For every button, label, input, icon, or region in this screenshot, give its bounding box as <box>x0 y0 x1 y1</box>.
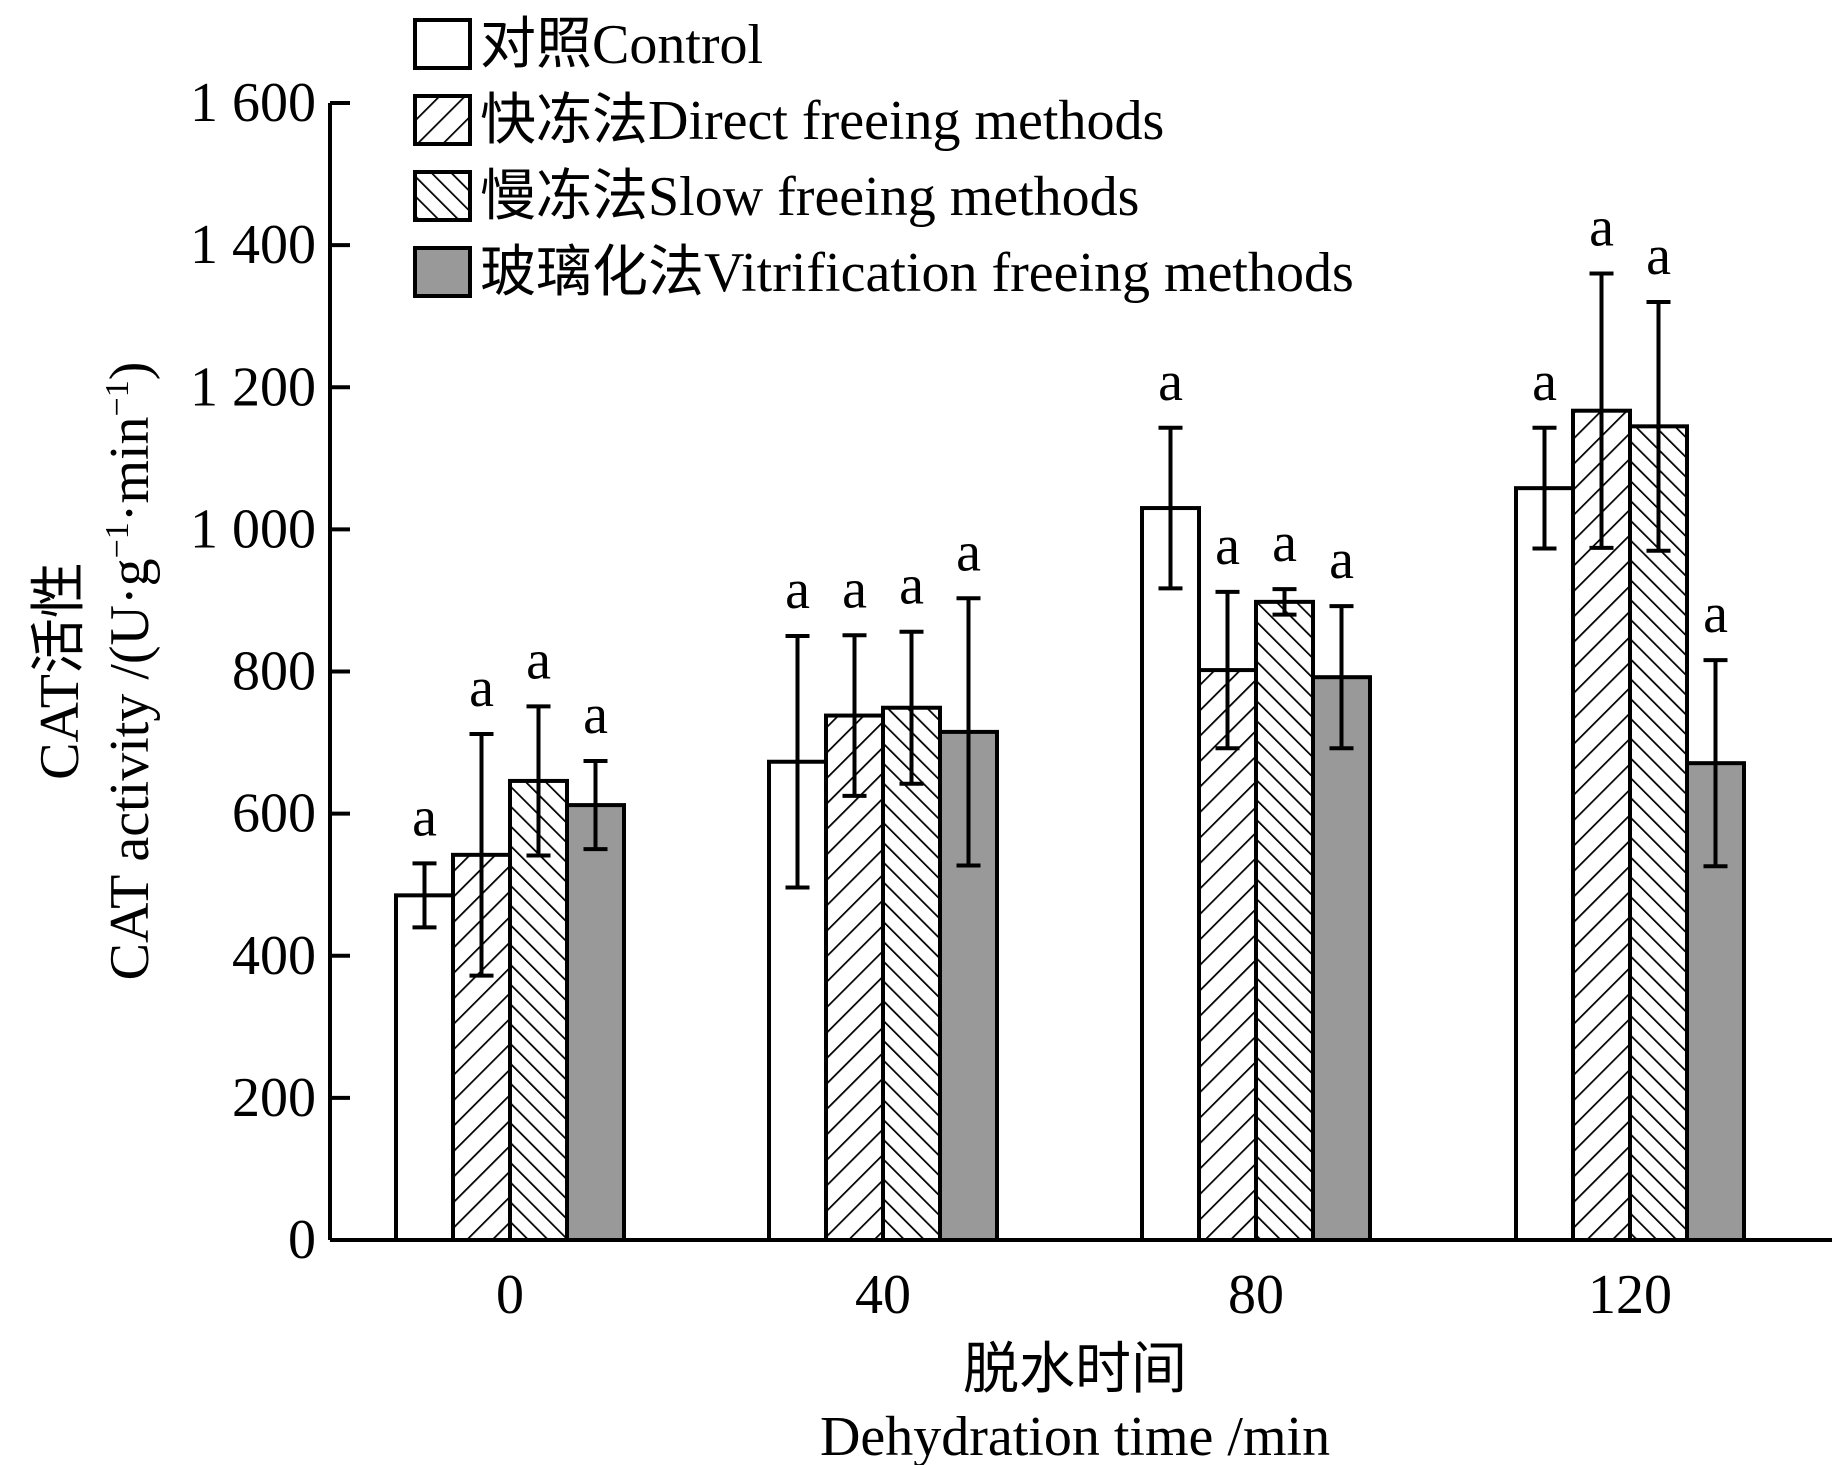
y-tick-label: 1 000 <box>190 498 316 560</box>
significance-label: a <box>412 786 437 848</box>
bar <box>824 713 885 1242</box>
bar <box>1140 506 1201 1242</box>
bar <box>1254 599 1315 1242</box>
significance-label: a <box>526 629 551 691</box>
legend-swatch <box>413 18 472 70</box>
legend-label: 快冻法Direct freeing methods <box>480 90 1164 152</box>
significance-label: a <box>1703 583 1728 645</box>
y-axis-label-cn: CAT活性 <box>29 562 91 780</box>
significance-label: a <box>842 558 867 620</box>
significance-label: a <box>1532 351 1557 413</box>
bar <box>1628 424 1689 1243</box>
x-tick-label: 80 <box>1228 1264 1284 1326</box>
significance-label: a <box>785 559 810 621</box>
y-axis-label-en: CAT activity /(U·g−1·min−1) <box>99 362 161 981</box>
bar <box>394 893 455 1242</box>
legend-label: 对照Control <box>480 14 763 76</box>
significance-label: a <box>1646 225 1671 287</box>
legend-swatch <box>413 170 472 222</box>
bar <box>881 705 942 1242</box>
significance-label: a <box>899 555 924 617</box>
significance-label: a <box>1215 515 1240 577</box>
significance-label: a <box>1272 512 1297 574</box>
significance-label: a <box>1589 197 1614 259</box>
x-axis-label-en: Dehydration time /min <box>820 1406 1330 1465</box>
legend-label: 慢冻法Slow freeing methods <box>480 166 1139 228</box>
y-tick-label: 0 <box>288 1209 316 1271</box>
y-tick-label: 1 200 <box>190 356 316 418</box>
y-tick-label: 1 400 <box>190 214 316 276</box>
significance-label: a <box>469 657 494 719</box>
y-tick-label: 200 <box>232 1067 316 1129</box>
bar <box>565 803 626 1242</box>
significance-label: a <box>583 684 608 746</box>
y-tick-label: 600 <box>232 783 316 845</box>
x-tick-label: 40 <box>855 1264 911 1326</box>
x-tick-label: 0 <box>496 1264 524 1326</box>
legend-label: 玻璃化法Vitrification freeing methods <box>480 242 1354 304</box>
bar <box>1197 668 1258 1242</box>
legend-swatch <box>413 94 472 146</box>
bar <box>1514 486 1575 1242</box>
significance-label: a <box>1329 529 1354 591</box>
x-ticks-group: 0 40 80 120 <box>496 1264 1672 1326</box>
y-axis-label-en-group: CAT activity /(U·g−1·min−1) <box>99 362 161 981</box>
y-axis-label: CAT活性 <box>29 562 91 780</box>
legend: 对照Control 快冻法Direct freeing methods 慢冻法Slo… <box>413 14 1354 304</box>
y-tick-label: 800 <box>232 641 316 703</box>
bar <box>1311 675 1372 1242</box>
y-ticks-group: 0 200 400 600 800 1 000 1 200 1 400 1 600 <box>190 72 350 1271</box>
significance-label: a <box>1158 351 1183 413</box>
legend-swatch <box>413 246 472 298</box>
x-tick-label: 120 <box>1588 1264 1672 1326</box>
x-axis-label-cn: 脱水时间 <box>963 1339 1187 1401</box>
significance-label: a <box>956 521 981 583</box>
y-tick-label: 1 600 <box>190 72 316 134</box>
y-tick-label: 400 <box>232 925 316 987</box>
